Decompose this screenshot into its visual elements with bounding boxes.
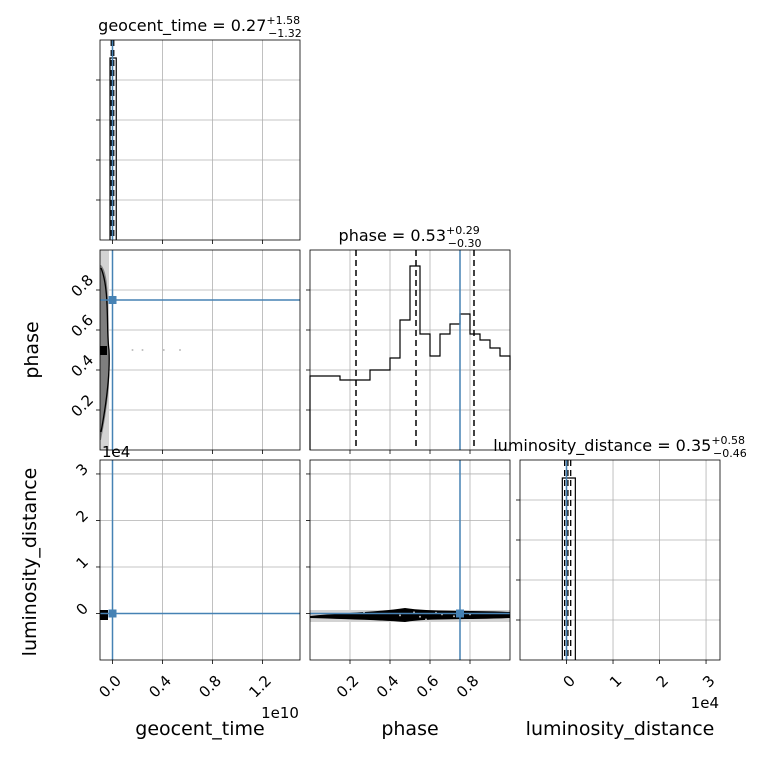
x-tick-label: 1.2 <box>245 672 275 702</box>
plot-area <box>520 460 720 660</box>
geocent-time-title: geocent_time = 0.27+1.58 −1.32 <box>98 14 302 40</box>
luminosity-distance-title: luminosity_distance = 0.35+0.58 −0.46 <box>493 434 747 460</box>
x-axis-label: phase <box>381 718 438 740</box>
density-core <box>100 610 108 620</box>
panel-phase-marginal: phase = 0.53+0.29 −0.30 <box>306 224 511 454</box>
sample-point <box>131 349 134 351</box>
histogram-step <box>309 265 511 450</box>
histogram-bar <box>561 477 576 660</box>
panel-distance-vs-phase: 0.2 0.4 0.6 0.8 phase <box>306 459 511 740</box>
phase-title: phase = 0.53+0.29 −0.30 <box>339 224 482 250</box>
y-tick-label: 2 <box>73 506 92 525</box>
plot-area <box>100 40 300 240</box>
x-tick-label: 0.4 <box>145 672 175 702</box>
y-axis-label: phase <box>21 321 43 378</box>
truth-marker <box>108 296 117 304</box>
axes-frame <box>99 39 301 241</box>
y-tick-label: 1 <box>73 553 92 572</box>
x-tick-label: 0.8 <box>453 672 483 702</box>
y-offset-label: 1e4 <box>102 443 130 461</box>
panel-distance-marginal: 0 1 2 3 1e4 luminosity_distance luminosity_dis… <box>493 434 747 740</box>
x-axis-label: geocent_time <box>135 718 264 740</box>
sample-point <box>399 614 401 617</box>
x-tick-label: 3 <box>699 672 718 691</box>
sample-point <box>179 349 181 351</box>
panel-geocent-time-marginal: geocent_time = 0.27+1.58 −1.32 <box>96 14 302 244</box>
y-tick-label: 0.2 <box>67 391 97 421</box>
axes-frame <box>519 459 721 661</box>
x-tick-label: 0.6 <box>413 672 443 702</box>
truth-marker <box>108 609 117 618</box>
plot-area <box>100 250 300 450</box>
plot-area <box>100 460 300 660</box>
x-axis-label: luminosity_distance <box>526 718 715 740</box>
sample-point <box>425 618 427 621</box>
x-tick-label: 0.4 <box>373 672 403 702</box>
panel-phase-vs-geocent-time: 0.2 0.4 0.6 0.8 phase <box>21 249 301 454</box>
x-tick-label: 0.8 <box>195 672 225 702</box>
axes-frame <box>309 249 511 451</box>
x-tick-label: 0 <box>560 672 579 691</box>
truth-marker <box>456 609 464 618</box>
x-tick-label: 0.0 <box>95 672 125 702</box>
y-tick-label: 0.6 <box>67 311 97 341</box>
sample-point <box>162 349 165 351</box>
density-contour <box>100 267 110 433</box>
y-axis-label: luminosity_distance <box>19 468 41 657</box>
axes-frame <box>309 459 511 661</box>
axes-frame <box>99 459 301 661</box>
x-tick-label: 2 <box>653 672 672 691</box>
x-offset-label: 1e4 <box>691 694 719 712</box>
x-offset-label: 1e10 <box>261 704 299 722</box>
sample-point <box>141 349 144 351</box>
y-tick-label: 0.4 <box>67 351 97 381</box>
y-tick-label: 3 <box>73 460 92 479</box>
x-tick-label: 0.2 <box>333 672 363 702</box>
sample-point <box>419 615 421 618</box>
plot-area <box>310 460 510 660</box>
y-tick-label: 0 <box>73 600 92 619</box>
density-core <box>100 346 107 355</box>
sample-point <box>453 615 455 618</box>
axes-frame <box>99 249 301 451</box>
y-tick-label: 0.8 <box>67 271 97 301</box>
x-tick-label: 1 <box>606 672 625 691</box>
